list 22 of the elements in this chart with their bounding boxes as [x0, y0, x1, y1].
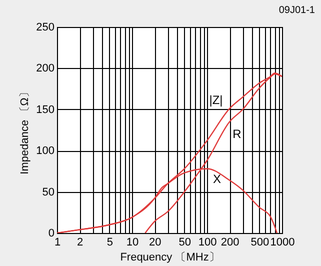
- y-tick-label: 100: [36, 145, 54, 158]
- x-axis-title: Frequency 〔MHz〕: [120, 252, 220, 264]
- y-tick-label: 200: [36, 62, 54, 75]
- text: 09J01-1: [278, 5, 316, 16]
- annotation: R: [232, 127, 242, 141]
- x-tick-label: 1: [54, 236, 61, 248]
- y-tick-label: 0: [48, 228, 54, 240]
- x-tick-label: 5: [106, 236, 113, 248]
- x-tick-label: 1000: [270, 236, 295, 248]
- x-tick-label: 2: [77, 236, 84, 248]
- y-tick-label: 150: [36, 104, 54, 116]
- x-tick-label: 10: [126, 236, 139, 248]
- x-tick-label: 20: [148, 236, 162, 248]
- x-tick-label: 500: [250, 236, 270, 248]
- y-axis-title: Impedance 〔Ω〕: [19, 86, 32, 174]
- x-tick-label: 200: [220, 236, 240, 248]
- y-tick-label: 50: [42, 186, 54, 198]
- annotation: X: [212, 172, 222, 186]
- annotation: |Z|: [209, 93, 223, 107]
- x-tick-label: 50: [178, 236, 192, 248]
- y-tick-label: 250: [36, 22, 54, 34]
- x-tick-label: 100: [198, 236, 217, 248]
